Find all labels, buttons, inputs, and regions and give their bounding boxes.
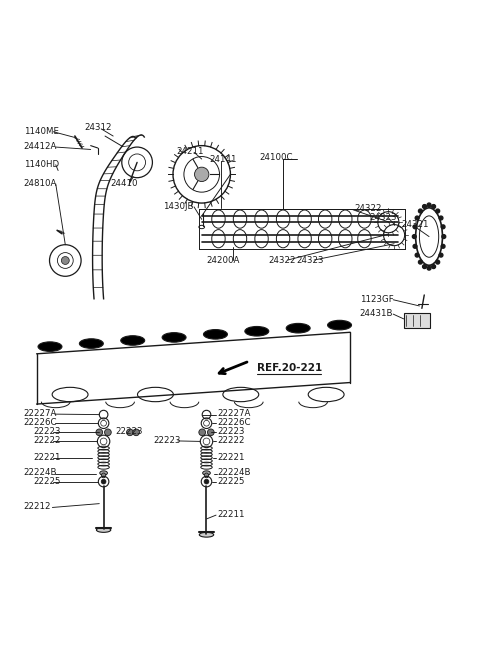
Text: 24323: 24323 <box>297 256 324 265</box>
Circle shape <box>415 216 419 220</box>
Text: 22223: 22223 <box>217 427 244 436</box>
Text: 22226C: 22226C <box>24 419 57 427</box>
Text: 22211: 22211 <box>217 510 244 519</box>
Circle shape <box>422 265 426 269</box>
Text: 1140HD: 1140HD <box>24 160 59 169</box>
Circle shape <box>419 209 422 213</box>
Text: 22222: 22222 <box>33 436 61 445</box>
Circle shape <box>436 260 440 264</box>
Text: 24410: 24410 <box>111 179 138 189</box>
Circle shape <box>439 216 443 220</box>
Text: REF.20-221: REF.20-221 <box>257 363 322 373</box>
Ellipse shape <box>203 471 210 475</box>
Circle shape <box>127 429 133 436</box>
Text: 24211: 24211 <box>177 147 204 156</box>
Ellipse shape <box>286 324 310 333</box>
Circle shape <box>432 204 435 208</box>
Ellipse shape <box>96 527 111 533</box>
Text: 22222: 22222 <box>217 436 244 445</box>
Text: 22212: 22212 <box>24 502 51 512</box>
Ellipse shape <box>79 339 103 348</box>
Circle shape <box>199 429 205 436</box>
Circle shape <box>427 266 431 270</box>
Text: 22224B: 22224B <box>24 468 57 477</box>
Circle shape <box>432 265 435 269</box>
Text: 24323: 24323 <box>369 213 397 222</box>
Text: 22225: 22225 <box>33 477 61 486</box>
Text: 22226C: 22226C <box>217 419 251 427</box>
Circle shape <box>133 429 140 436</box>
Circle shape <box>419 260 422 264</box>
Ellipse shape <box>245 326 269 336</box>
Text: 24412A: 24412A <box>24 142 57 151</box>
Circle shape <box>439 253 443 257</box>
Text: 22227A: 22227A <box>217 409 251 418</box>
Text: 22221: 22221 <box>33 453 61 462</box>
Text: 22223: 22223 <box>116 427 143 436</box>
Ellipse shape <box>162 333 186 342</box>
Circle shape <box>412 234 416 238</box>
Text: 24321: 24321 <box>402 220 429 229</box>
Circle shape <box>105 429 111 436</box>
Text: 24431B: 24431B <box>360 309 393 318</box>
Text: 24810A: 24810A <box>24 179 57 189</box>
Circle shape <box>436 209 440 213</box>
Text: 24141: 24141 <box>209 155 236 164</box>
Circle shape <box>204 479 209 484</box>
Text: 22227A: 22227A <box>24 409 57 418</box>
Circle shape <box>427 203 431 207</box>
Ellipse shape <box>121 336 144 345</box>
Circle shape <box>441 244 445 248</box>
Text: 1123GF: 1123GF <box>360 295 394 304</box>
Text: 22223: 22223 <box>33 427 61 436</box>
Circle shape <box>413 225 417 229</box>
Circle shape <box>441 225 445 229</box>
Text: 24312: 24312 <box>84 123 112 132</box>
Circle shape <box>61 257 69 265</box>
Ellipse shape <box>199 533 214 537</box>
Circle shape <box>442 234 446 238</box>
Circle shape <box>207 429 214 436</box>
Text: 1430JB: 1430JB <box>163 202 194 212</box>
Circle shape <box>422 204 426 208</box>
Ellipse shape <box>100 471 108 475</box>
Circle shape <box>413 244 417 248</box>
Bar <box>404 313 430 328</box>
Ellipse shape <box>204 473 209 477</box>
Text: 1140ME: 1140ME <box>24 127 59 136</box>
Circle shape <box>194 167 209 181</box>
Ellipse shape <box>204 329 228 339</box>
Text: 24322: 24322 <box>354 204 382 214</box>
Text: 22225: 22225 <box>217 477 244 486</box>
Text: 24100C: 24100C <box>259 153 293 162</box>
Circle shape <box>101 479 106 484</box>
Text: 22221: 22221 <box>217 453 244 462</box>
Circle shape <box>96 429 103 436</box>
Text: 22224B: 22224B <box>217 468 251 477</box>
Ellipse shape <box>38 342 62 352</box>
Ellipse shape <box>101 473 106 477</box>
Text: 24200A: 24200A <box>206 256 240 265</box>
Circle shape <box>415 253 419 257</box>
Text: 24322: 24322 <box>269 256 296 265</box>
Ellipse shape <box>327 320 351 330</box>
Text: 22223: 22223 <box>154 436 181 445</box>
